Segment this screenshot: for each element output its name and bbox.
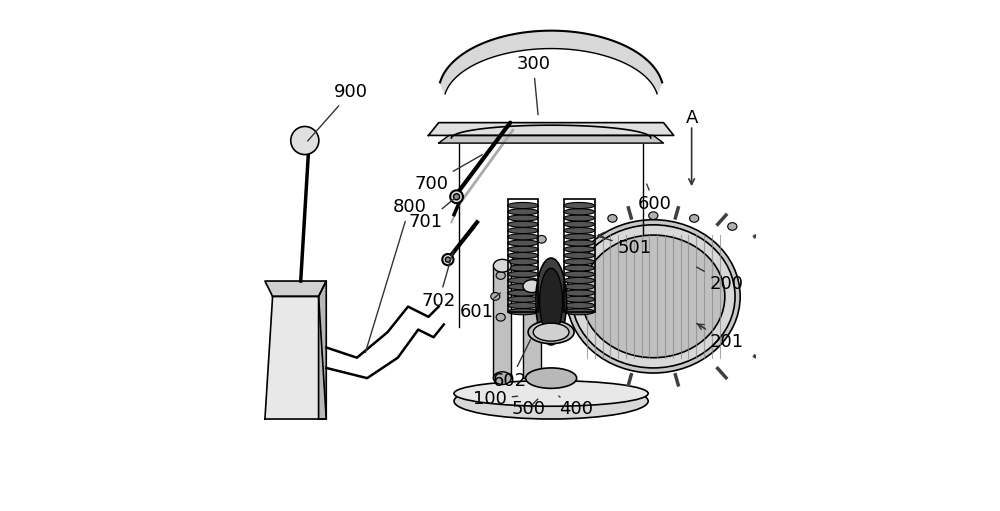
Ellipse shape	[508, 227, 538, 234]
Ellipse shape	[760, 350, 770, 357]
Ellipse shape	[508, 202, 538, 208]
Ellipse shape	[512, 252, 521, 260]
Ellipse shape	[564, 309, 595, 315]
Text: 200: 200	[697, 267, 744, 293]
Ellipse shape	[453, 194, 460, 200]
Ellipse shape	[496, 272, 505, 280]
Ellipse shape	[564, 246, 595, 252]
Ellipse shape	[564, 290, 595, 296]
Ellipse shape	[564, 284, 595, 290]
Ellipse shape	[508, 234, 538, 240]
Ellipse shape	[508, 215, 538, 221]
Ellipse shape	[508, 265, 538, 271]
Ellipse shape	[786, 333, 795, 341]
Ellipse shape	[508, 221, 538, 227]
Ellipse shape	[508, 277, 538, 284]
Ellipse shape	[564, 265, 595, 271]
Ellipse shape	[570, 223, 579, 230]
Ellipse shape	[508, 309, 538, 315]
Ellipse shape	[493, 372, 511, 384]
Ellipse shape	[690, 215, 699, 222]
Ellipse shape	[582, 235, 725, 358]
Text: 702: 702	[422, 250, 456, 311]
Ellipse shape	[491, 292, 500, 300]
Ellipse shape	[508, 246, 538, 252]
Ellipse shape	[564, 271, 595, 277]
Ellipse shape	[564, 208, 595, 215]
Ellipse shape	[801, 313, 811, 321]
Ellipse shape	[496, 313, 505, 321]
Ellipse shape	[564, 259, 595, 265]
Bar	[493, 266, 511, 378]
Ellipse shape	[564, 303, 595, 309]
Text: 500: 500	[511, 399, 545, 418]
Ellipse shape	[564, 234, 595, 240]
Ellipse shape	[508, 252, 538, 259]
Text: 601: 601	[460, 293, 500, 321]
Bar	[508, 199, 538, 312]
Ellipse shape	[508, 259, 538, 265]
Ellipse shape	[608, 215, 617, 222]
Ellipse shape	[564, 202, 595, 208]
Ellipse shape	[728, 223, 737, 230]
Ellipse shape	[564, 221, 595, 227]
Ellipse shape	[526, 368, 577, 388]
Text: 602: 602	[493, 340, 530, 390]
Ellipse shape	[508, 303, 538, 309]
Bar	[564, 199, 595, 312]
Ellipse shape	[445, 257, 450, 262]
Ellipse shape	[566, 220, 740, 373]
Text: 900: 900	[308, 83, 368, 141]
Ellipse shape	[508, 284, 538, 290]
Ellipse shape	[786, 252, 795, 260]
Text: 800: 800	[365, 198, 427, 353]
Polygon shape	[440, 31, 662, 94]
Text: 400: 400	[559, 396, 593, 418]
Ellipse shape	[508, 271, 538, 277]
Ellipse shape	[537, 236, 546, 243]
Ellipse shape	[564, 240, 595, 246]
Ellipse shape	[291, 127, 319, 155]
Ellipse shape	[564, 296, 595, 303]
Ellipse shape	[508, 240, 538, 246]
Bar	[523, 286, 541, 378]
Ellipse shape	[564, 277, 595, 284]
Text: 201: 201	[697, 323, 744, 352]
Text: 701: 701	[409, 198, 454, 231]
Ellipse shape	[533, 323, 569, 341]
Ellipse shape	[540, 268, 563, 335]
Ellipse shape	[450, 191, 463, 203]
Text: 600: 600	[638, 184, 672, 214]
Ellipse shape	[801, 272, 811, 280]
Polygon shape	[428, 123, 674, 135]
Ellipse shape	[454, 383, 648, 419]
Ellipse shape	[564, 227, 595, 234]
Ellipse shape	[564, 252, 595, 259]
Polygon shape	[265, 281, 326, 296]
Text: 100: 100	[473, 389, 518, 408]
Ellipse shape	[649, 212, 658, 220]
Polygon shape	[265, 296, 326, 419]
Ellipse shape	[508, 208, 538, 215]
Ellipse shape	[536, 258, 566, 345]
Text: 501: 501	[597, 236, 652, 257]
Ellipse shape	[760, 236, 770, 243]
Polygon shape	[319, 281, 326, 419]
Ellipse shape	[572, 225, 735, 368]
Ellipse shape	[508, 296, 538, 303]
Polygon shape	[439, 135, 664, 143]
Ellipse shape	[508, 290, 538, 296]
Ellipse shape	[442, 254, 453, 265]
Ellipse shape	[528, 321, 574, 344]
Ellipse shape	[564, 215, 595, 221]
Ellipse shape	[523, 280, 541, 292]
Ellipse shape	[807, 292, 816, 300]
Text: 300: 300	[516, 55, 550, 115]
Text: 700: 700	[414, 155, 482, 193]
Ellipse shape	[454, 381, 648, 406]
Text: A: A	[685, 108, 698, 127]
Ellipse shape	[493, 260, 511, 272]
